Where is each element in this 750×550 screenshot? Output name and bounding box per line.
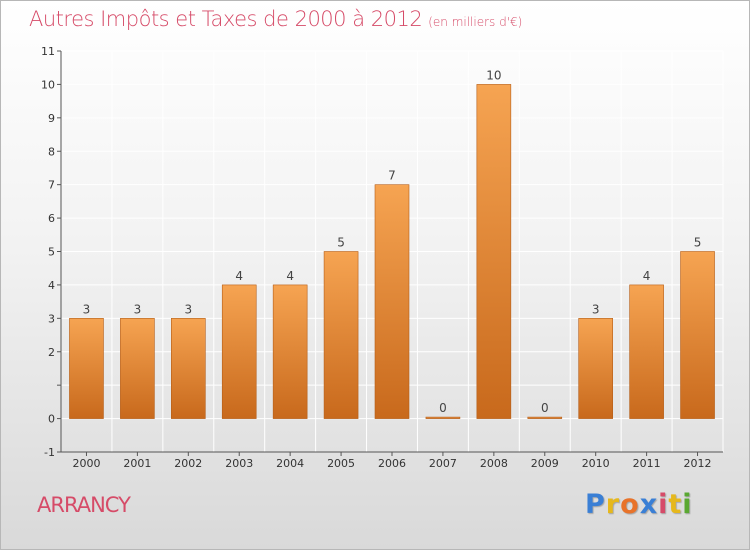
data-label: 3 [592, 302, 600, 316]
bar [425, 416, 461, 419]
data-label: 0 [439, 401, 447, 415]
bar [323, 251, 359, 419]
y-tick-label: -1 [44, 446, 55, 459]
logo-letter: i [682, 489, 693, 520]
data-label: 4 [235, 269, 243, 283]
data-label: 4 [643, 269, 651, 283]
x-tick-label: 2012 [684, 457, 712, 470]
x-tick-label: 2003 [225, 457, 253, 470]
data-label: 10 [486, 68, 501, 82]
bar [629, 284, 664, 419]
data-label: 3 [184, 302, 192, 316]
proxiti-logo: Proxiti [585, 489, 693, 520]
x-tick-label: 2008 [480, 457, 508, 470]
bar [527, 416, 563, 419]
data-label: 5 [337, 236, 345, 250]
data-label: 3 [134, 302, 142, 316]
x-tick-label: 2001 [123, 457, 151, 470]
y-tick-label: 9 [48, 112, 55, 125]
x-tick-label: 2000 [72, 457, 100, 470]
chart-title: Autres Impôts et Taxes de 2000 à 2012 (en… [29, 7, 522, 31]
x-tick-label: 2004 [276, 457, 304, 470]
logo-letter: r [605, 489, 621, 520]
bar [171, 318, 206, 419]
bar [476, 84, 512, 419]
bar [374, 184, 410, 419]
chart-subtitle: (en milliers d'€) [428, 15, 523, 29]
x-tick-label: 2009 [531, 457, 559, 470]
data-label: 3 [83, 302, 91, 316]
x-tick-label: 2006 [378, 457, 406, 470]
bar [69, 318, 104, 419]
x-tick-label: 2002 [174, 457, 202, 470]
x-tick-label: 2010 [582, 457, 610, 470]
y-tick-label: 6 [48, 212, 55, 225]
place-label: ARRANCY [37, 493, 131, 517]
data-label: 7 [388, 169, 396, 183]
chart-title-text: Autres Impôts et Taxes de 2000 à 2012 [29, 7, 423, 31]
x-tick-label: 2011 [633, 457, 661, 470]
x-tick-label: 2007 [429, 457, 457, 470]
y-tick-label: 7 [48, 179, 55, 192]
y-tick-label: 0 [48, 413, 55, 426]
logo-letter: i [658, 489, 669, 520]
logo-letter: o [620, 489, 640, 520]
y-tick-label: 2 [48, 346, 55, 359]
y-tick-label: 10 [41, 78, 55, 91]
logo-letter: x [639, 489, 659, 520]
y-tick-label: 4 [48, 279, 55, 292]
bar [221, 284, 257, 419]
logo-letter: t [668, 489, 683, 520]
bar [578, 318, 613, 419]
bar [272, 284, 308, 419]
y-tick-label: 11 [41, 45, 55, 58]
y-tick-label: 8 [48, 145, 55, 158]
y-tick-label: 5 [48, 246, 55, 259]
data-label: 0 [541, 401, 549, 415]
logo-letter: P [585, 489, 606, 520]
data-label: 4 [286, 269, 294, 283]
y-tick-label: 3 [48, 312, 55, 325]
bar [120, 318, 155, 419]
x-tick-label: 2005 [327, 457, 355, 470]
bar [680, 251, 715, 419]
data-label: 5 [694, 236, 702, 250]
